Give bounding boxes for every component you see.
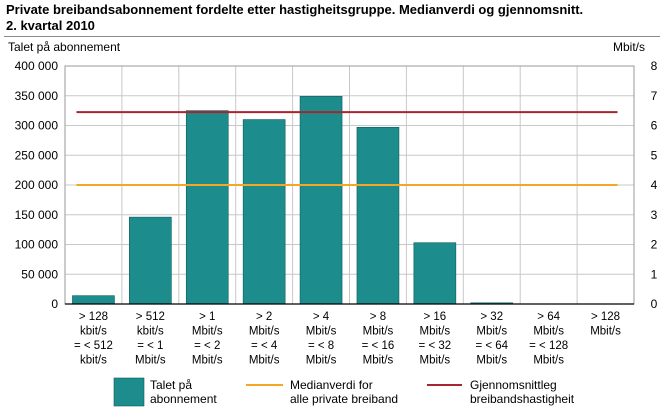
x-tick-label-line: kbit/s: [137, 326, 164, 338]
x-tick-label: > 8 Mbit/s = < 16 Mbit/s: [362, 311, 395, 367]
chart-title-line1: Private breibandsabonnement fordelte ett…: [6, 2, 584, 17]
y-tick-label: 0: [51, 297, 58, 311]
bar: [413, 242, 457, 305]
x-tick-label-line: > 32: [480, 311, 503, 323]
y-axis-title: Talet på abonnement: [8, 40, 121, 54]
x-tick-label: > 512 kbit/s = < 1 Mbit/s: [135, 311, 166, 367]
x-tick-label-line: = < 32: [419, 340, 452, 352]
x-tick-label-line: > 128: [79, 311, 108, 323]
legend-label: Medianverdi for alle private breiband: [290, 378, 398, 406]
x-tick-label-line: = < 128: [529, 340, 568, 352]
x-tick-label-line: Mbit/s: [306, 326, 337, 338]
x-tick-label-line: kbit/s: [80, 355, 107, 367]
x-tick-label-line: Mbit/s: [533, 355, 564, 367]
x-tick-label: > 128 kbit/s = < 512 kbit/s: [74, 311, 113, 367]
legend-label-line: Medianverdi for: [290, 378, 373, 392]
x-tick-label-line: Mbit/s: [590, 326, 621, 338]
x-tick-label-line: > 8: [370, 311, 386, 323]
y2-tick-label: 5: [651, 148, 658, 162]
axes: [64, 65, 635, 305]
x-tick-label-line: = < 4: [251, 340, 278, 352]
legend: Talet på abonnement Medianverdi for alle pr…: [113, 377, 575, 407]
x-tick-label: > 1 Mbit/s = < 2 Mbit/s: [192, 311, 223, 367]
y-tick-label: 100 000: [15, 238, 59, 252]
bar: [242, 119, 286, 305]
y2-tick-label: 6: [651, 119, 658, 133]
x-tick-label: > 2 Mbit/s = < 4 Mbit/s: [249, 311, 280, 367]
x-tick-label: > 128 Mbit/s: [590, 311, 621, 338]
bar: [72, 295, 115, 305]
y2-axis-title: Mbit/s: [613, 40, 646, 54]
tick-labels: 0 50 000 100 000 150 000 200 000 250 000 300 0…: [15, 59, 658, 367]
x-tick-label: > 64 Mbit/s = < 128 Mbit/s: [529, 311, 568, 367]
x-tick-label-line: Mbit/s: [476, 355, 507, 367]
bar: [356, 126, 400, 305]
x-tick-label-line: = < 16: [362, 340, 395, 352]
y-tick-label: 200 000: [15, 178, 59, 192]
y2-tick-label: 7: [651, 89, 658, 103]
legend-label-line: Gjennomsnittleg: [470, 378, 557, 392]
legend-swatch-bars: [113, 377, 145, 407]
x-tick-label-line: Mbit/s: [135, 355, 166, 367]
x-tick-label-line: Mbit/s: [249, 355, 280, 367]
x-tick-label-line: Mbit/s: [420, 326, 451, 338]
x-tick-label-line: = < 512: [74, 340, 113, 352]
x-tick-label-line: > 128: [591, 311, 620, 323]
x-tick-label-line: Mbit/s: [363, 355, 394, 367]
x-tick-label-line: Mbit/s: [533, 326, 564, 338]
bar: [129, 216, 172, 305]
x-tick-label-line: = < 2: [194, 340, 220, 352]
chart-title: Private breibandsabonnement fordelte ett…: [6, 2, 660, 34]
y2-tick-label: 4: [651, 178, 658, 192]
x-tick-label-line: > 4: [313, 311, 330, 323]
y-tick-label: 150 000: [15, 208, 59, 222]
y-tick-label: 350 000: [15, 89, 59, 103]
title-divider: [4, 36, 660, 37]
x-tick-label-line: > 64: [537, 311, 560, 323]
bar-series: [72, 96, 514, 305]
legend-label: Talet på abonnement: [150, 378, 217, 406]
y-tick-label: 400 000: [15, 59, 59, 73]
x-tick-label-line: > 1: [199, 311, 215, 323]
x-tick-label-line: > 16: [423, 311, 446, 323]
y2-tick-label: 0: [651, 297, 658, 311]
legend-label: Gjennomsnittleg breibandshastigheit: [470, 378, 575, 406]
bar: [185, 110, 229, 305]
x-tick-label-line: = < 8: [308, 340, 334, 352]
legend-label-line: Talet på: [150, 378, 192, 392]
x-tick-label-line: > 512: [136, 311, 165, 323]
x-tick-label-line: Mbit/s: [420, 355, 451, 367]
chart-title-line2: 2. kvartal 2010: [6, 18, 95, 33]
x-tick-label: > 16 Mbit/s = < 32 Mbit/s: [419, 311, 452, 367]
x-tick-label: > 32 Mbit/s = < 64 Mbit/s: [475, 311, 508, 367]
x-tick-label-line: = < 64: [475, 340, 508, 352]
y-tick-label: 300 000: [15, 119, 59, 133]
x-tick-label-line: Mbit/s: [476, 326, 507, 338]
reference-lines: [76, 111, 618, 186]
x-tick-label-line: Mbit/s: [192, 355, 223, 367]
x-tick-label-line: kbit/s: [80, 326, 107, 338]
legend-label-line: alle private breiband: [290, 392, 398, 406]
x-tick-label-line: Mbit/s: [249, 326, 280, 338]
x-tick-label-line: > 2: [256, 311, 272, 323]
x-tick-label-line: Mbit/s: [306, 355, 337, 367]
y2-tick-label: 3: [651, 208, 658, 222]
x-tick-label-line: Mbit/s: [192, 326, 223, 338]
bar: [299, 96, 343, 305]
y-tick-label: 250 000: [15, 148, 59, 162]
legend-label-line: breibandshastigheit: [470, 392, 575, 406]
y2-tick-label: 1: [651, 267, 658, 281]
x-tick-label: > 4 Mbit/s = < 8 Mbit/s: [306, 311, 337, 367]
y-tick-label: 50 000: [21, 267, 58, 281]
legend-label-line: abonnement: [150, 392, 217, 406]
x-tick-label-line: Mbit/s: [363, 326, 394, 338]
x-tick-label-line: = < 1: [137, 340, 163, 352]
y2-tick-label: 2: [651, 238, 658, 252]
y2-tick-label: 8: [651, 59, 658, 73]
